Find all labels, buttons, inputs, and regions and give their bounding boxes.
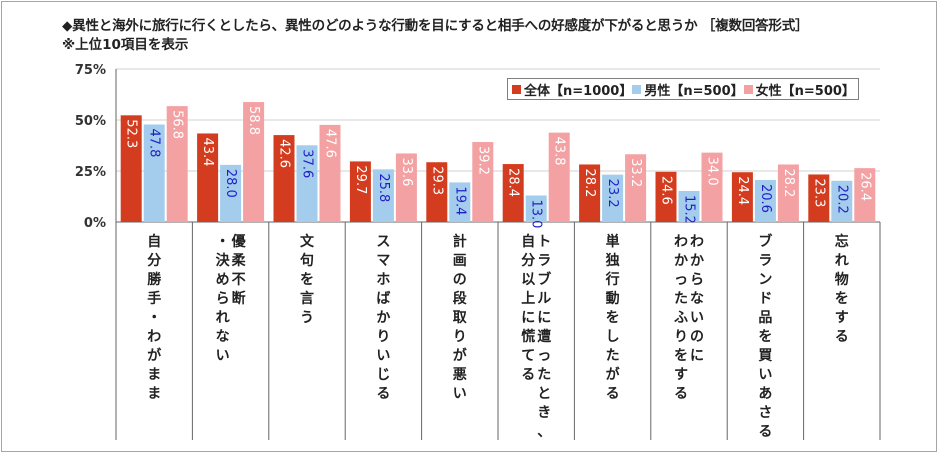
data-label-male: 19.4 <box>452 186 467 215</box>
data-label-all: 24.6 <box>659 176 674 205</box>
data-label-male: 47.8 <box>147 128 162 157</box>
legend-item-all: 全体【n=1000】 <box>512 80 632 99</box>
legend-item-male: 男性【n=500】 <box>632 80 744 99</box>
data-label-all: 23.3 <box>811 178 826 207</box>
bar-female <box>854 168 876 222</box>
legend-label-all: 全体【n=1000】 <box>524 83 633 99</box>
y-tick-label: 25% <box>75 165 106 180</box>
data-label-all: 42.6 <box>277 139 292 168</box>
category-label: 優柔不断 <box>231 233 247 307</box>
bar-all <box>273 135 295 222</box>
bar-male <box>678 190 700 222</box>
bar-all <box>120 115 142 222</box>
bar-all <box>579 164 601 222</box>
data-label-male: 28.0 <box>223 169 238 198</box>
bar-male <box>754 179 776 222</box>
data-label-female: 43.8 <box>552 137 567 166</box>
legend-label-male: 男性【n=500】 <box>644 83 744 99</box>
data-label-female: 47.6 <box>323 129 338 158</box>
category-label: わからないのに <box>690 234 704 364</box>
bar-male <box>143 124 165 222</box>
data-label-female: 39.2 <box>475 146 490 175</box>
bar-all <box>808 174 830 222</box>
bar-male <box>220 164 242 222</box>
data-label-all: 24.4 <box>735 176 750 205</box>
bar-female <box>319 124 341 222</box>
bar-all <box>655 171 677 222</box>
bar-male <box>602 174 624 222</box>
data-label-female: 33.2 <box>628 158 643 187</box>
category-label: わかったふりをする <box>674 234 688 402</box>
legend-swatch-male <box>632 84 642 94</box>
data-label-female: 34.0 <box>705 157 720 186</box>
data-label-all: 28.2 <box>582 168 597 197</box>
legend: 全体【n=1000】 男性【n=500】 女性【n=500】 <box>507 78 859 100</box>
bar-female <box>625 154 647 222</box>
category-label: ・決められない <box>216 234 231 364</box>
data-label-female: 58.8 <box>246 106 261 135</box>
bar-male <box>449 182 471 222</box>
bar-female <box>548 132 570 222</box>
data-label-male: 13.0 <box>529 199 544 228</box>
data-label-all: 28.4 <box>506 168 521 197</box>
bar-female <box>701 152 723 222</box>
y-tick-label: 75% <box>75 63 106 78</box>
data-label-male: 37.6 <box>300 149 315 178</box>
data-label-female: 26.4 <box>857 172 872 201</box>
data-label-all: 29.7 <box>353 165 368 194</box>
bar-female <box>395 153 417 222</box>
data-label-male: 25.8 <box>376 173 391 202</box>
bar-all <box>349 161 371 222</box>
data-label-male: 20.2 <box>834 185 849 214</box>
data-label-all: 29.3 <box>429 166 444 195</box>
bar-female <box>777 164 799 222</box>
data-label-male: 23.2 <box>605 179 620 208</box>
bar-female <box>243 102 265 222</box>
category-label: 忘れ物をする <box>835 233 849 345</box>
bar-female <box>166 106 188 222</box>
legend-swatch-all <box>512 84 521 94</box>
bar-male <box>525 195 547 222</box>
chart-title: ◆異性と海外に旅行に行くとしたら、異性のどのような行動を目にすると相手への好感度… <box>62 18 809 34</box>
data-label-female: 56.8 <box>170 110 185 139</box>
legend-item-female: 女性【n=500】 <box>743 80 855 99</box>
bar-female <box>472 142 494 222</box>
bar-all <box>502 164 524 222</box>
legend-label-female: 女性【n=500】 <box>755 83 855 99</box>
data-label-all: 52.3 <box>124 119 139 148</box>
category-label: 自分勝手・わがまま <box>147 233 162 402</box>
category-label: スマホばかりいじる <box>376 234 390 402</box>
category-label: 文句を言う <box>300 233 315 326</box>
legend-swatch-female <box>743 84 753 94</box>
bar-male <box>372 169 394 222</box>
category-label: ブランド品を買いあさる <box>758 233 773 440</box>
y-tick-label: 50% <box>75 114 106 129</box>
data-label-male: 20.6 <box>758 184 773 213</box>
data-label-male: 15.2 <box>682 195 697 224</box>
data-label-female: 28.2 <box>781 168 796 197</box>
bar-all <box>731 172 753 222</box>
data-label-all: 43.4 <box>200 137 215 166</box>
category-label: 計画の段取りが悪い <box>453 233 468 402</box>
category-label: トラブルに遭ったとき、 <box>537 234 551 440</box>
bar-male <box>831 180 853 222</box>
data-label-female: 33.6 <box>399 157 414 186</box>
chart-subtitle: ※上位10項目を表示 <box>62 37 189 53</box>
bar-male <box>296 145 318 222</box>
y-tick-label: 0% <box>84 216 106 231</box>
category-label: 自分以上に慌てる <box>521 233 535 383</box>
bar-all <box>197 133 219 222</box>
category-label: 単独行動をしたがる <box>605 233 621 402</box>
bar-all <box>426 162 448 222</box>
